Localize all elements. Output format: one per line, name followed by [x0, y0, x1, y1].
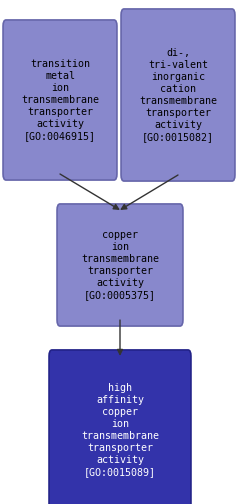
- FancyBboxPatch shape: [49, 350, 191, 504]
- Text: high
affinity
copper
ion
transmembrane
transporter
activity
[GO:0015089]: high affinity copper ion transmembrane t…: [81, 383, 159, 477]
- Text: copper
ion
transmembrane
transporter
activity
[GO:0005375]: copper ion transmembrane transporter act…: [81, 230, 159, 300]
- FancyBboxPatch shape: [121, 9, 235, 181]
- Text: transition
metal
ion
transmembrane
transporter
activity
[GO:0046915]: transition metal ion transmembrane trans…: [21, 59, 99, 141]
- Text: di-,
tri-valent
inorganic
cation
transmembrane
transporter
activity
[GO:0015082]: di-, tri-valent inorganic cation transme…: [139, 48, 217, 142]
- FancyBboxPatch shape: [57, 204, 183, 326]
- FancyBboxPatch shape: [3, 20, 117, 180]
